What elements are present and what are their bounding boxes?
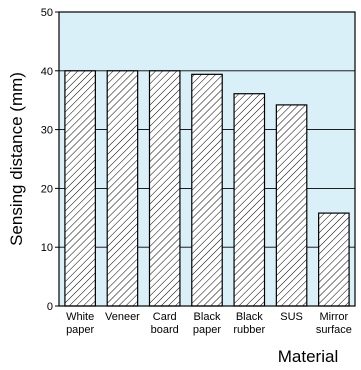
y-axis-ticks: 0 10 20 30 40 50 [41, 7, 59, 313]
x-axis-ticks: White paper Veneer Card board Black paper Black… [66, 311, 352, 336]
plot-frame [58, 11, 356, 307]
x-tick-label: Black rubber [233, 311, 265, 336]
x-tick-label: Card board [151, 311, 179, 336]
bar [318, 212, 350, 307]
y-axis-label: Sensing distance (mm) [7, 72, 26, 246]
x-axis-label: Material [278, 347, 338, 366]
y-tick-label: 50 [41, 7, 53, 19]
x-tick-label: SUS [280, 311, 303, 323]
bar [64, 70, 96, 307]
y-tick-label: 0 [47, 301, 53, 313]
bar [275, 104, 308, 307]
bar [233, 93, 266, 307]
x-tick-label: Black paper [193, 311, 221, 336]
x-tick-label: Veneer [105, 311, 140, 323]
bar [106, 70, 139, 307]
y-tick-label: 10 [41, 242, 53, 254]
x-tick-label: Mirror surface [316, 311, 352, 336]
y-tick-label: 30 [41, 125, 53, 137]
x-tick-label: White paper [66, 311, 94, 336]
bar [148, 70, 181, 307]
y-tick-label: 40 [41, 66, 53, 78]
bars [64, 70, 350, 307]
bar [191, 73, 223, 307]
y-tick-label: 20 [41, 183, 53, 195]
